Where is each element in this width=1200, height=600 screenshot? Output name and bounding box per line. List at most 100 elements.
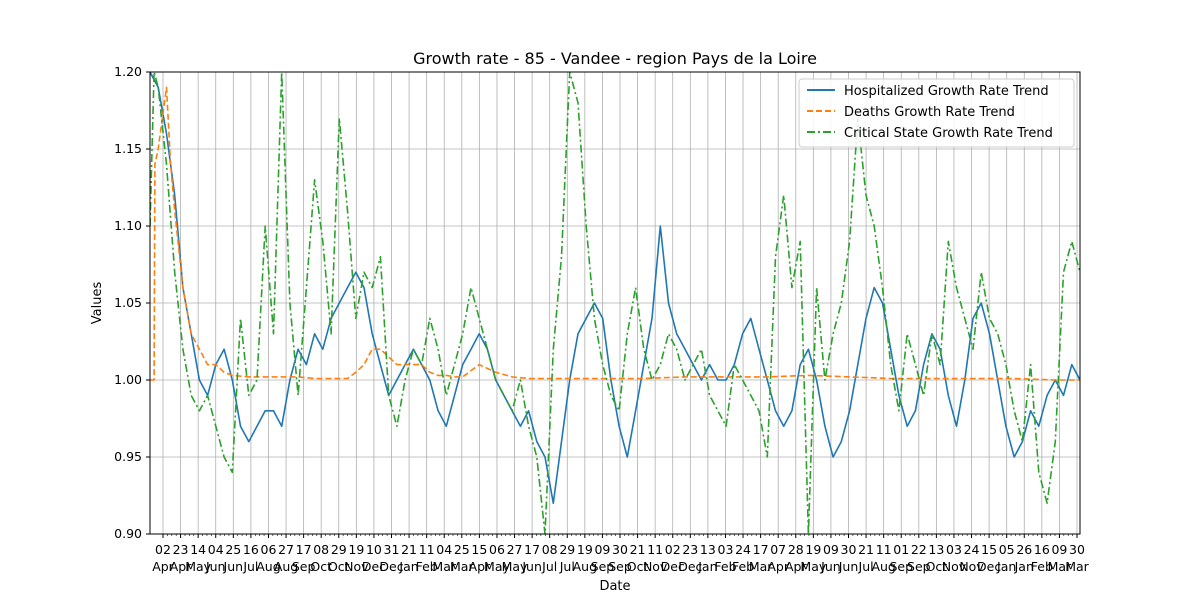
y-axis: 0.90 0.95 1.00 1.05 1.10 1.15 1.20 — [114, 64, 150, 541]
x-tick-day-label: 06 — [489, 542, 505, 557]
x-tick-month-label: Oct — [328, 559, 350, 574]
x-tick-day-label: 07 — [770, 542, 786, 557]
x-tick-day-label: 02 — [155, 542, 171, 557]
x-tick-month-label: Jun — [521, 559, 542, 574]
x-tick-day-label: 06 — [261, 542, 277, 557]
x-tick-month-label: Oct — [310, 559, 332, 574]
x-tick-month-label: Nov — [643, 559, 668, 574]
x-tick-month-label: Aug — [256, 559, 280, 574]
x-tick-day-label: 17 — [296, 542, 312, 557]
x-tick-day-label: 04 — [436, 542, 452, 557]
x-tick-month-label: Mar — [749, 559, 773, 574]
x-tick-month-label: Jan — [1014, 559, 1034, 574]
x-tick-day-label: 25 — [225, 542, 241, 557]
x-tick-month-label: May — [185, 559, 211, 574]
x-tick-day-label: 01 — [893, 542, 909, 557]
x-tick-month-label: Feb — [732, 559, 754, 574]
x-tick-month-label: Jan — [697, 559, 717, 574]
x-tick-month-label: Aug — [274, 559, 298, 574]
x-tick-month-label: Mar — [1048, 559, 1072, 574]
x-tick-month-label: Sep — [907, 559, 931, 574]
x-tick-month-label: Mar — [450, 559, 474, 574]
legend-label-deaths: Deaths Growth Rate Trend — [844, 105, 1015, 120]
x-tick-month-label: Dec — [678, 559, 702, 574]
x-tick-month-label: Apr — [152, 559, 174, 574]
x-tick-day-label: 27 — [507, 542, 523, 557]
x-tick-day-label: 26 — [1016, 542, 1032, 557]
y-tick-label: 1.10 — [114, 218, 142, 233]
x-tick-day-label: 15 — [981, 542, 997, 557]
x-tick-month-label: Sep — [889, 559, 913, 574]
y-tick-label: 1.20 — [114, 64, 142, 79]
series-layer — [150, 72, 1080, 534]
x-tick-day-label: 03 — [718, 542, 734, 557]
x-tick-month-label: May — [484, 559, 510, 574]
x-tick-month-label: Jul — [242, 559, 258, 574]
x-tick-day-label: 30 — [1069, 542, 1085, 557]
y-tick-label: 0.90 — [114, 526, 142, 541]
x-tick-day-label: 17 — [524, 542, 540, 557]
x-tick-month-label: Aug — [573, 559, 597, 574]
x-tick-month-label: Sep — [591, 559, 615, 574]
y-tick-label: 1.15 — [114, 141, 142, 156]
x-tick-day-label: 17 — [753, 542, 769, 557]
x-tick-month-label: Dec — [362, 559, 386, 574]
x-axis-label: Date — [599, 579, 630, 594]
x-tick-day-label: 04 — [208, 542, 224, 557]
x-tick-month-label: Jun — [838, 559, 859, 574]
x-tick-month-label: Feb — [714, 559, 736, 574]
x-tick-day-label: 16 — [243, 542, 259, 557]
legend-label-critical: Critical State Growth Rate Trend — [844, 126, 1053, 141]
x-tick-month-label: Feb — [1031, 559, 1053, 574]
x-tick-day-label: 09 — [823, 542, 839, 557]
x-tick-day-label: 23 — [173, 542, 189, 557]
chart-title: Growth rate - 85 - Vandee - region Pays … — [413, 49, 817, 68]
x-tick-month-label: Jan — [398, 559, 418, 574]
x-tick-day-label: 29 — [331, 542, 347, 557]
x-tick-month-label: Sep — [292, 559, 316, 574]
x-tick-month-label: Jul — [858, 559, 874, 574]
x-tick-day-label: 09 — [594, 542, 610, 557]
legend-label-hospitalized: Hospitalized Growth Rate Trend — [844, 84, 1049, 99]
x-tick-day-label: 19 — [577, 542, 593, 557]
x-tick-month-label: Apr — [767, 559, 789, 574]
x-tick-month-label: Sep — [608, 559, 632, 574]
x-tick-day-label: 19 — [805, 542, 821, 557]
x-tick-month-label: Jun — [223, 559, 244, 574]
legend-box — [798, 78, 1075, 148]
x-tick-day-label: 21 — [630, 542, 646, 557]
x-tick-day-label: 28 — [788, 542, 804, 557]
y-tick-label: 0.95 — [114, 449, 142, 464]
x-tick-day-label: 14 — [190, 542, 206, 557]
x-tick-day-label: 08 — [542, 542, 558, 557]
x-tick-day-label: 25 — [454, 542, 470, 557]
x-tick-day-label: 24 — [735, 542, 751, 557]
x-tick-month-label: Dec — [977, 559, 1001, 574]
y-tick-label: 1.00 — [114, 372, 142, 387]
x-tick-month-label: Nov — [959, 559, 984, 574]
x-tick-day-label: 13 — [700, 542, 716, 557]
x-tick-month-label: Jul — [559, 559, 575, 574]
x-tick-month-label: Dec — [379, 559, 403, 574]
x-tick-day-label: 11 — [647, 542, 663, 557]
x-tick-day-label: 10 — [366, 542, 382, 557]
x-tick-month-label: Mar — [432, 559, 456, 574]
x-tick-day-label: 29 — [559, 542, 575, 557]
x-tick-day-label: 11 — [419, 542, 435, 557]
x-tick-day-label: 23 — [682, 542, 698, 557]
x-tick-month-label: Jun — [205, 559, 226, 574]
x-tick-month-label: Apr — [469, 559, 491, 574]
x-tick-month-label: Dec — [661, 559, 685, 574]
x-tick-month-label: May — [800, 559, 826, 574]
y-tick-label: 1.05 — [114, 295, 142, 310]
x-tick-day-label: 08 — [313, 542, 329, 557]
x-tick-day-label: 21 — [858, 542, 874, 557]
x-tick-day-label: 11 — [876, 542, 892, 557]
x-tick-month-label: Nov — [344, 559, 369, 574]
x-tick-day-label: 15 — [471, 542, 487, 557]
x-tick-month-label: Nov — [942, 559, 967, 574]
x-tick-day-label: 22 — [911, 542, 927, 557]
series-line-1 — [150, 86, 1080, 381]
grid-lines — [150, 71, 1080, 535]
